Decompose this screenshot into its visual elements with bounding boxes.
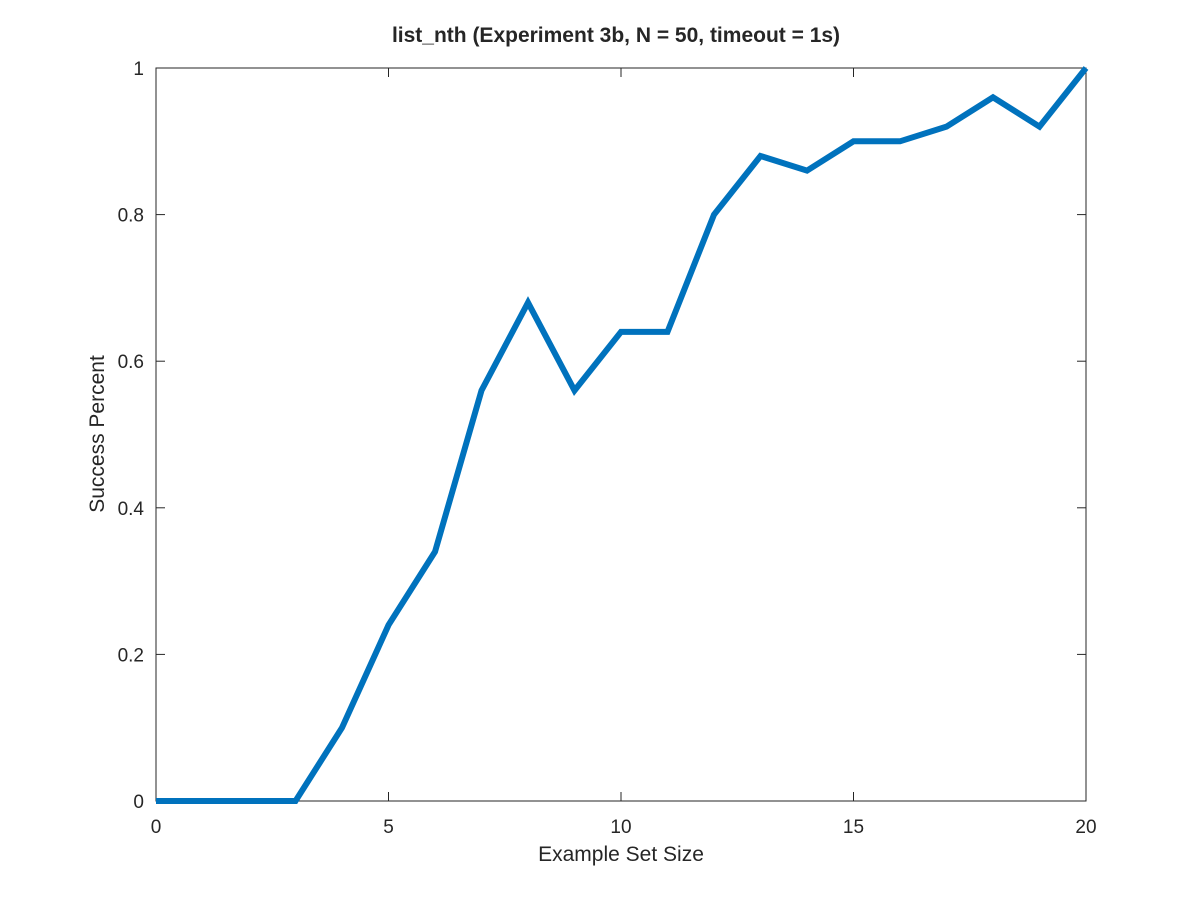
y-tick-label: 0.6	[118, 352, 144, 373]
y-tick-label: 0	[133, 792, 144, 813]
y-tick-label: 0.2	[118, 645, 144, 666]
x-tick-label: 5	[383, 817, 394, 838]
series-line	[156, 68, 1086, 801]
x-tick-label: 0	[151, 817, 162, 838]
series-layer	[156, 68, 1086, 801]
chart-title: list_nth (Experiment 3b, N = 50, timeout…	[392, 24, 840, 47]
y-tick-label: 1	[133, 59, 144, 80]
x-tick-label: 15	[843, 817, 864, 838]
plot-frame	[156, 68, 1086, 801]
x-tick-label: 10	[610, 817, 631, 838]
x-tick-label: 20	[1075, 817, 1096, 838]
y-tick-label: 0.4	[118, 499, 145, 520]
x-axis-label: Example Set Size	[538, 843, 704, 866]
ticks-layer: 0 5 10 15 20 0 0.2 0.4 0.6 0.8 1	[118, 59, 1097, 838]
y-axis-label: Success Percent	[86, 355, 109, 513]
y-tick-label: 0.8	[118, 206, 144, 227]
